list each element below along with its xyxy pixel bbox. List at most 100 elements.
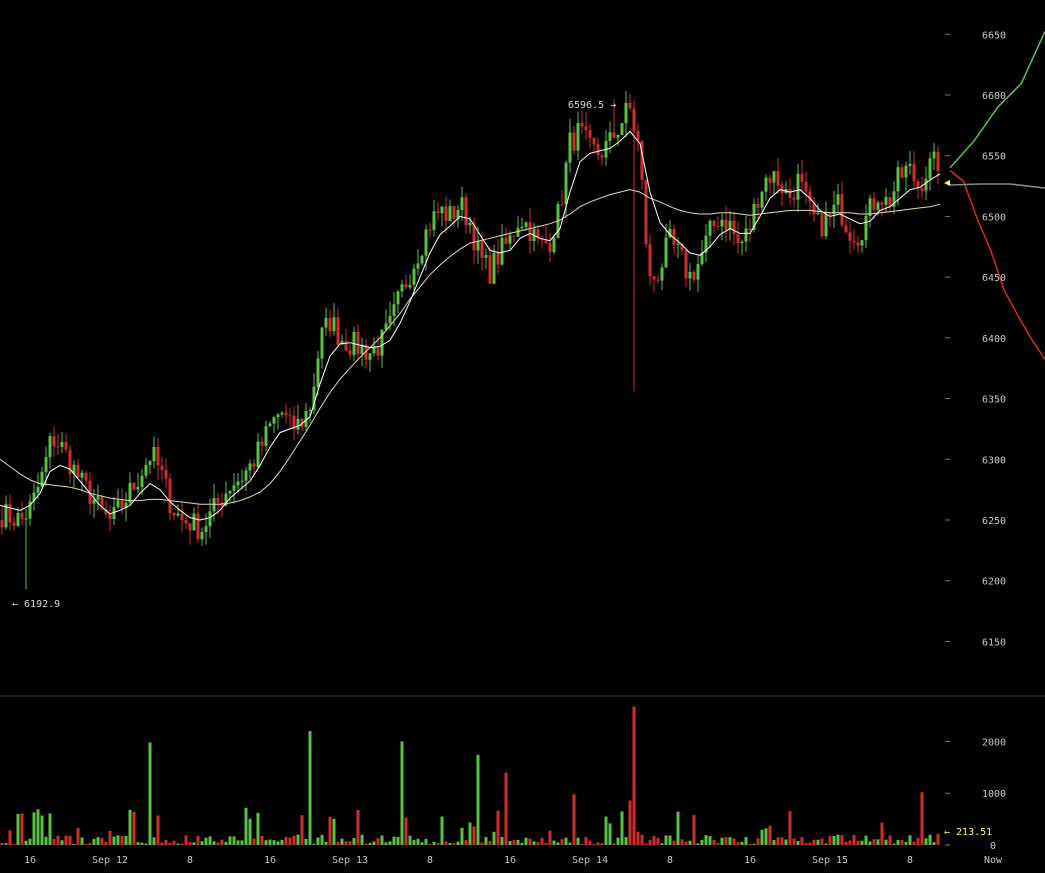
candle-body: [144, 464, 148, 476]
volume-bar: [356, 810, 360, 845]
candle-body: [312, 386, 316, 410]
candle-body: [476, 240, 480, 251]
volume-bar: [756, 838, 760, 845]
volume-bar: [76, 828, 80, 845]
volume-bar: [452, 842, 456, 845]
volume-bar: [16, 813, 20, 845]
candle-body: [620, 123, 624, 135]
volume-bar: [220, 839, 224, 845]
time-tick-label: 8: [907, 855, 913, 866]
volume-bar: [80, 837, 84, 845]
time-tick-label: 8: [427, 855, 433, 866]
candle-body: [636, 131, 640, 141]
candle-body: [404, 284, 408, 288]
volume-bar: [396, 836, 400, 845]
volume-bar: [284, 836, 288, 845]
candle-body: [176, 513, 180, 516]
candle-body: [668, 228, 672, 238]
volume-bar: [512, 840, 516, 845]
volume-bar: [256, 812, 260, 845]
candle-body: [420, 255, 424, 264]
volume-bar: [212, 841, 216, 845]
volume-bar: [476, 754, 480, 845]
volume-bar: [784, 839, 788, 845]
volume-bar: [376, 838, 380, 845]
candle-body: [88, 480, 92, 504]
candle-body: [188, 523, 192, 531]
volume-bar: [128, 809, 132, 845]
candle-body: [72, 464, 76, 475]
candle-body: [748, 228, 752, 231]
candle-body: [136, 486, 140, 490]
volume-bar: [456, 841, 460, 845]
volume-bar: [244, 807, 248, 845]
volume-bar: [556, 842, 560, 845]
volume-bar: [236, 840, 240, 845]
candle-body: [92, 499, 96, 504]
time-tick-label: Sep 13: [332, 855, 368, 866]
candle-body: [260, 441, 264, 446]
volume-bar: [388, 841, 392, 845]
volume-bar: [324, 841, 328, 845]
time-tick-label: Sep 12: [92, 855, 128, 866]
volume-layer: [0, 706, 940, 845]
volume-bar: [516, 839, 520, 845]
candle-body: [688, 271, 692, 279]
volume-bar: [240, 840, 244, 845]
volume-bar: [732, 838, 736, 845]
volume-bar: [616, 837, 620, 845]
candle-body: [252, 463, 256, 467]
candle-body: [148, 461, 152, 465]
candle-body: [680, 243, 684, 251]
volume-bar: [648, 840, 652, 845]
candle-body: [928, 158, 932, 179]
volume-bar: [164, 839, 168, 845]
volume-bar: [228, 836, 232, 845]
volume-bar: [924, 838, 928, 845]
candle-body: [268, 423, 272, 427]
candle-body: [912, 163, 916, 182]
volume-bar: [700, 839, 704, 845]
candle-body: [780, 185, 784, 194]
candle-body: [296, 418, 300, 430]
candle-body: [732, 220, 736, 235]
candle-body: [904, 165, 908, 178]
time-tick-label: Now: [984, 855, 1003, 866]
candle-body: [180, 513, 184, 520]
volume-bar: [892, 843, 896, 845]
volume-bar: [492, 831, 496, 845]
candle-body: [396, 291, 400, 305]
volume-tick-label: 1000: [982, 789, 1006, 800]
volume-bar: [368, 842, 372, 845]
volume-bar: [748, 843, 752, 845]
volume-bar: [888, 835, 892, 845]
volume-bar: [468, 822, 472, 845]
candle-body: [716, 225, 720, 227]
price-tick-label: 6250: [982, 516, 1006, 527]
volume-bar: [168, 842, 172, 845]
volume-bar: [124, 835, 128, 845]
volume-bar: [592, 843, 596, 845]
candle-body: [4, 504, 8, 528]
candle-body: [884, 196, 888, 205]
volume-bar: [628, 800, 632, 845]
volume-bar: [360, 834, 364, 845]
volume-bar: [760, 829, 764, 845]
volume-bar: [272, 840, 276, 845]
volume-bar: [328, 816, 332, 845]
volume-bar: [460, 827, 464, 845]
volume-bar: [116, 835, 120, 845]
volume-bar: [364, 843, 368, 845]
volume-bar: [624, 837, 628, 845]
volume-bar: [444, 841, 448, 845]
volume-bar: [920, 792, 924, 845]
volume-bar: [824, 843, 828, 845]
volume-bar: [668, 835, 672, 845]
volume-bar: [928, 834, 932, 845]
candle-body: [496, 252, 500, 265]
volume-bar: [652, 835, 656, 845]
candle-body: [640, 140, 644, 180]
volume-bar: [596, 842, 600, 845]
candle-body: [548, 242, 552, 253]
